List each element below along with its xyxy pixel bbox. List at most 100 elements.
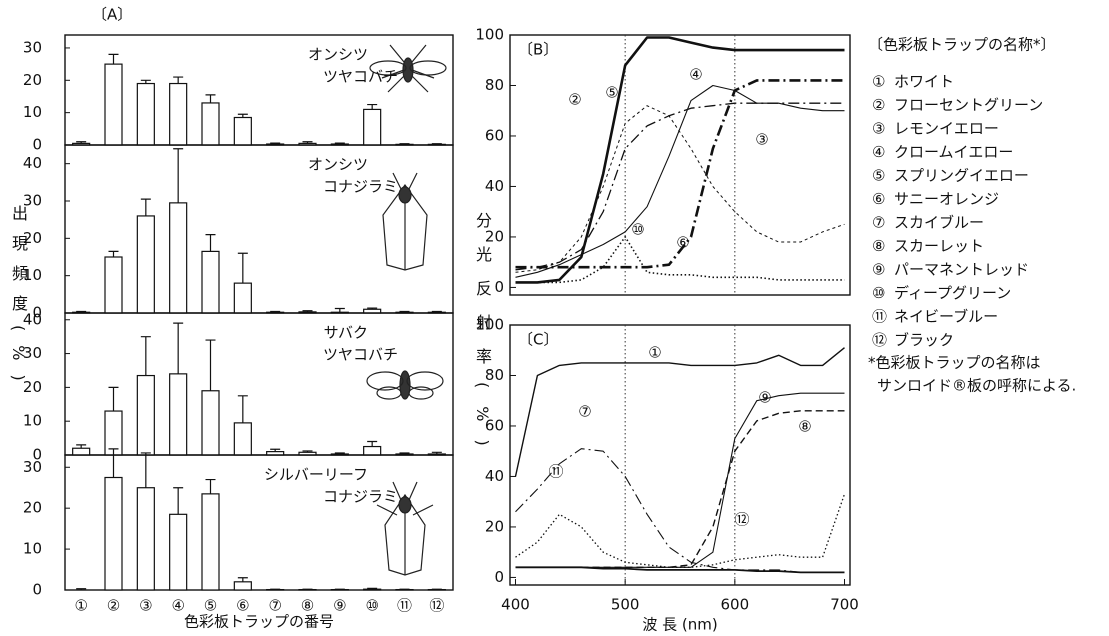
legend-key: ⑩ xyxy=(872,284,885,302)
error-bar xyxy=(206,340,216,391)
legend-key: ⑪ xyxy=(872,308,887,326)
y-tick-label: 0 xyxy=(494,278,504,296)
error-bar xyxy=(206,235,216,252)
legend-key: ⑥ xyxy=(872,190,885,208)
legend-name: スプリングイエロー xyxy=(894,167,1029,185)
error-bar xyxy=(206,480,216,494)
error-bar xyxy=(141,337,151,376)
x-tick-label: ④ xyxy=(171,597,184,615)
series-label: ⑪ xyxy=(548,463,563,481)
y-axis-label: 出現頻度(%) xyxy=(6,205,30,395)
legend-key: ⑧ xyxy=(872,237,885,255)
bar xyxy=(234,582,251,590)
bar xyxy=(234,118,251,146)
y-tick-label: 10 xyxy=(23,540,42,558)
series-label: ⑨ xyxy=(758,389,771,407)
legend-name: スカイブルー xyxy=(894,214,984,232)
legend-key: ② xyxy=(872,96,885,114)
y-tick-label: 20 xyxy=(23,71,42,89)
legend-name: ブラック xyxy=(894,331,954,349)
legend-note: *色彩板トラップの名称は xyxy=(868,354,1041,372)
error-bar xyxy=(206,95,216,103)
legend-name: ホワイト xyxy=(894,73,954,91)
error-bar xyxy=(400,144,410,145)
legend-name: レモンイエロー xyxy=(894,120,999,138)
legend-name: フローセントグリーン xyxy=(894,96,1043,114)
y-tick-label: 0 xyxy=(494,568,504,586)
panel-label: 〔B〕 xyxy=(518,41,558,59)
legend-title: 〔色彩板トラップの名称*〕 xyxy=(868,36,1056,54)
legend-name: ディープグリーン xyxy=(894,284,1011,302)
series-label: ① xyxy=(648,344,661,362)
legend-key: ⑤ xyxy=(872,167,885,185)
series-line xyxy=(516,494,845,567)
legend-key: ⑫ xyxy=(872,331,887,349)
plot-frame xyxy=(65,313,453,455)
legend-key: ③ xyxy=(872,120,885,138)
x-tick-label: ③ xyxy=(139,597,152,615)
bar xyxy=(137,84,154,145)
x-tick-label: 400 xyxy=(501,596,530,614)
chart: 〔A〕色彩板トラップの番号①②③④⑤⑥⑦⑧⑨⑩⑪⑫0102030オンシツツヤコバ… xyxy=(0,0,1109,636)
series-label: ⑩ xyxy=(631,221,644,239)
error-bar xyxy=(109,251,119,257)
series-line xyxy=(516,411,845,568)
y-tick-label: 80 xyxy=(485,76,504,94)
legend-key: ⑦ xyxy=(872,214,885,232)
x-tick-label: ⑥ xyxy=(236,597,249,615)
y-axis-label: 分光反射率(%) xyxy=(470,212,494,464)
bar xyxy=(105,478,122,591)
y-tick-label: 40 xyxy=(23,154,42,172)
series-label: ④ xyxy=(689,66,702,84)
series-line xyxy=(516,393,845,567)
panel-title: コナジラミ xyxy=(323,488,398,506)
error-bar xyxy=(173,323,183,374)
error-bar xyxy=(367,441,377,446)
y-tick-label: 100 xyxy=(475,26,504,44)
x-tick-label: ⑪ xyxy=(397,597,412,615)
y-tick-label: 40 xyxy=(485,177,504,195)
y-tick-label: 10 xyxy=(23,103,42,121)
x-tick-label: ② xyxy=(107,597,120,615)
x-axis-label: 波 長 (nm) xyxy=(642,616,717,634)
panel-title: オンシツ xyxy=(308,156,368,174)
plot-frame xyxy=(65,455,453,590)
legend-name: サニーオレンジ xyxy=(894,190,999,208)
error-bar xyxy=(238,396,248,423)
series-line xyxy=(516,567,845,572)
y-tick-label: 30 xyxy=(23,38,42,56)
series-label: ⑦ xyxy=(578,403,591,421)
bar xyxy=(202,103,219,145)
panel-title: シルバーリーフ xyxy=(264,466,368,484)
error-bar xyxy=(432,144,442,145)
legend-key: ⑨ xyxy=(872,261,885,279)
bar xyxy=(202,391,219,455)
bar xyxy=(234,283,251,313)
plot-frame xyxy=(65,145,453,313)
bar xyxy=(364,447,381,455)
y-tick-label: 20 xyxy=(23,499,42,517)
error-bar xyxy=(109,387,119,411)
x-tick-label: 600 xyxy=(721,596,750,614)
y-tick-label: 10 xyxy=(23,412,42,430)
error-bar xyxy=(238,253,248,283)
error-bar xyxy=(173,488,183,515)
x-tick-label: ⑤ xyxy=(204,597,217,615)
bar xyxy=(105,64,122,145)
panel-label: 〔C〕 xyxy=(518,331,558,349)
legend-key: ① xyxy=(872,73,885,91)
error-bar xyxy=(109,54,119,64)
panel-title: ツヤコバチ xyxy=(323,346,398,364)
plot-frame xyxy=(510,35,850,295)
error-bar xyxy=(173,77,183,83)
panel-label: 〔A〕 xyxy=(92,6,132,24)
bar xyxy=(170,374,187,455)
series-label: ⑫ xyxy=(734,511,749,529)
bar xyxy=(137,216,154,313)
error-bar xyxy=(238,578,248,582)
bar xyxy=(364,589,381,590)
legend-note: サンロイド®板の呼称による. xyxy=(877,377,1076,395)
error-bar xyxy=(173,149,183,203)
bar xyxy=(202,494,219,590)
x-tick-label: ⑨ xyxy=(333,597,346,615)
